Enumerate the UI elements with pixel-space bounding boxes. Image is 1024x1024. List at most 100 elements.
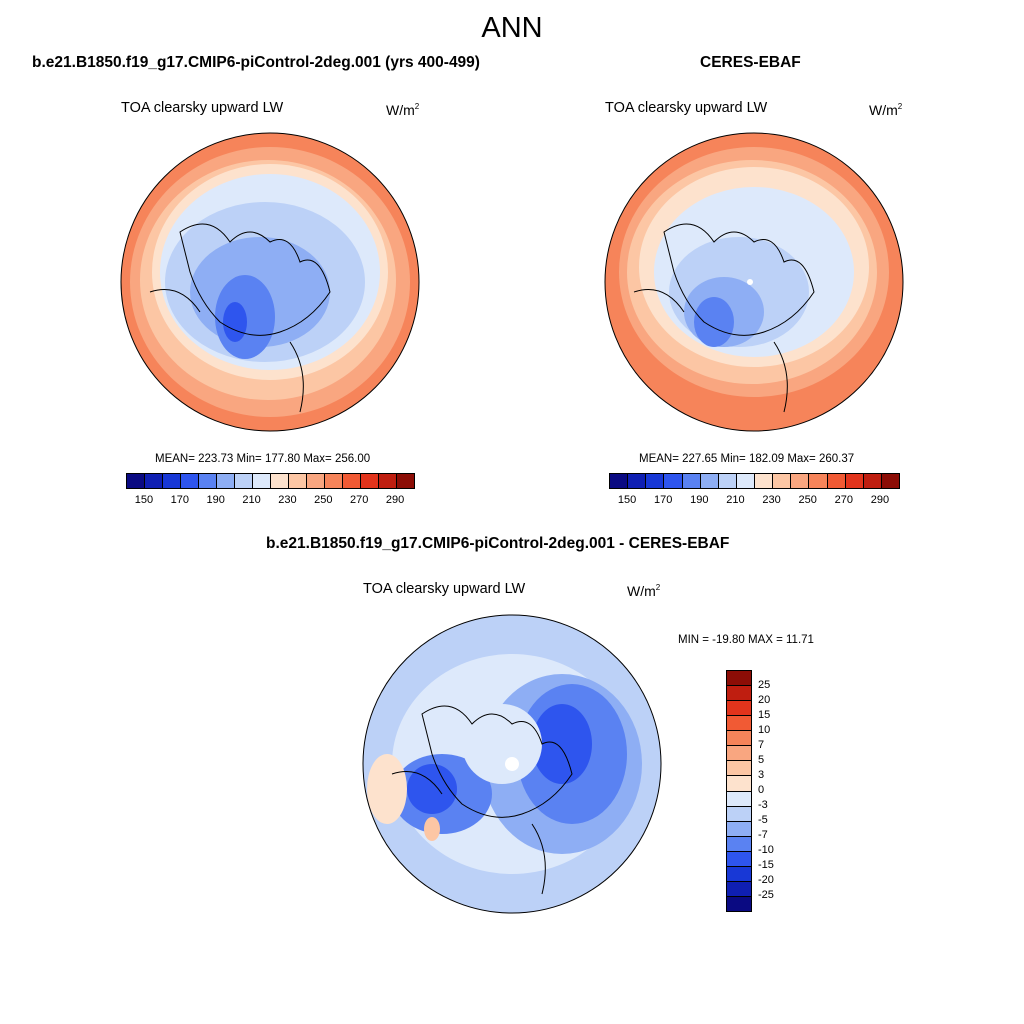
- colorbar-swatch: [727, 671, 751, 687]
- colorbar-tick-label: 250: [798, 494, 817, 506]
- diff-variable-label: TOA clearsky upward LW: [363, 581, 526, 597]
- colorbar-tick-label: 3: [758, 769, 765, 781]
- colorbar-swatch: [727, 836, 751, 852]
- coastline: [421, 705, 573, 818]
- colorbar-tick-label: 20: [758, 694, 771, 706]
- colorbar-tick-label: -10: [758, 844, 774, 856]
- colorbar-swatch: [163, 474, 181, 488]
- colorbar-tick-label: 10: [758, 724, 771, 736]
- colorbar-swatch: [610, 474, 629, 488]
- colorbar-swatch: [863, 474, 882, 488]
- right-units-label: W/m2: [869, 102, 903, 118]
- right-stats: MEAN= 227.65 Min= 182.09 Max= 260.37: [639, 453, 855, 465]
- colorbar-tick-label: -20: [758, 874, 774, 886]
- colorbar-swatch: [727, 866, 751, 882]
- colorbar-tick-label: 150: [134, 494, 154, 506]
- colorbar-swatch: [235, 474, 253, 488]
- colorbar-tick-label: -3: [758, 799, 768, 811]
- left-variable-label: TOA clearsky upward LW: [121, 100, 284, 116]
- colorbar-swatch: [727, 851, 751, 867]
- colorbar-tick-label: 230: [278, 494, 297, 506]
- map-pole: [505, 757, 519, 771]
- colorbar-tick-label: 150: [617, 494, 637, 506]
- right-colorbar-labels: 150 170 190 210 230 250 270 290: [609, 494, 898, 510]
- colorbar-swatch: [727, 776, 751, 792]
- colorbar-swatch: [397, 474, 414, 488]
- colorbar-swatch: [682, 474, 701, 488]
- colorbar-swatch: [827, 474, 846, 488]
- colorbar-tick-label: 290: [870, 494, 890, 506]
- colorbar-swatch: [727, 746, 751, 762]
- colorbar-tick-label: -5: [758, 814, 768, 826]
- colorbar-tick-label: 0: [758, 784, 765, 796]
- colorbar-swatch: [307, 474, 325, 488]
- colorbar-swatch: [628, 474, 647, 488]
- right-polar-map: [604, 132, 904, 432]
- colorbar-swatch: [727, 716, 751, 732]
- colorbar-tick-label: 15: [758, 709, 771, 721]
- colorbar-swatch: [727, 881, 751, 897]
- colorbar-tick-label: -15: [758, 859, 774, 871]
- diff-colorbar: [726, 670, 752, 912]
- right-panel-title: CERES-EBAF: [700, 54, 801, 71]
- colorbar-tick-label: 170: [654, 494, 673, 506]
- colorbar-tick-label: -7: [758, 829, 768, 841]
- colorbar-swatch: [289, 474, 307, 488]
- colorbar-tick-label: 190: [206, 494, 225, 506]
- coastline: [663, 223, 815, 336]
- colorbar-swatch: [727, 686, 751, 702]
- left-panel-title: b.e21.B1850.f19_g17.CMIP6-piControl-2deg…: [32, 54, 480, 71]
- coastline: [391, 771, 546, 895]
- colorbar-swatch: [755, 474, 774, 488]
- colorbar-tick-label: 290: [385, 494, 405, 506]
- colorbar-swatch: [145, 474, 163, 488]
- coastline: [633, 289, 788, 413]
- map-band: [694, 297, 734, 347]
- right-variable-label: TOA clearsky upward LW: [605, 100, 768, 116]
- map-band: [462, 704, 542, 784]
- diff-units-label: W/m2: [627, 583, 661, 599]
- colorbar-swatch: [727, 791, 751, 807]
- left-colorbar-labels: 150 170 190 210 230 250 270 290: [126, 494, 413, 510]
- map-band: [223, 302, 247, 342]
- left-polar-map: [120, 132, 420, 432]
- map-band: [532, 704, 592, 784]
- colorbar-swatch: [343, 474, 361, 488]
- colorbar-tick-label: 230: [762, 494, 781, 506]
- colorbar-swatch: [181, 474, 199, 488]
- coastline: [149, 289, 304, 413]
- colorbar-swatch: [727, 731, 751, 747]
- map-band: [367, 754, 407, 824]
- colorbar-tick-label: 210: [726, 494, 745, 506]
- colorbar-swatch: [727, 701, 751, 717]
- main-title: ANN: [481, 12, 543, 44]
- colorbar-swatch: [718, 474, 737, 488]
- colorbar-swatch: [727, 806, 751, 822]
- colorbar-swatch: [736, 474, 755, 488]
- coastline: [179, 223, 331, 336]
- colorbar-swatch: [809, 474, 828, 488]
- colorbar-tick-label: 190: [690, 494, 709, 506]
- left-stats: MEAN= 223.73 Min= 177.80 Max= 256.00: [155, 453, 371, 465]
- colorbar-tick-label: 5: [758, 754, 765, 766]
- diff-panel-title: b.e21.B1850.f19_g17.CMIP6-piControl-2deg…: [266, 535, 730, 552]
- colorbar-tick-label: 270: [834, 494, 853, 506]
- colorbar-swatch: [379, 474, 397, 488]
- colorbar-swatch: [700, 474, 719, 488]
- colorbar-tick-label: 25: [758, 679, 771, 691]
- colorbar-tick-label: 210: [242, 494, 261, 506]
- colorbar-swatch: [727, 761, 751, 777]
- colorbar-swatch: [127, 474, 145, 488]
- colorbar-swatch: [773, 474, 792, 488]
- left-colorbar: [126, 473, 415, 489]
- colorbar-swatch: [664, 474, 683, 488]
- colorbar-swatch: [217, 474, 235, 488]
- colorbar-tick-label: -25: [758, 889, 774, 901]
- map-band: [424, 817, 440, 841]
- colorbar-swatch: [881, 474, 899, 488]
- colorbar-swatch: [727, 896, 751, 911]
- colorbar-tick-label: 270: [350, 494, 369, 506]
- colorbar-swatch: [253, 474, 271, 488]
- colorbar-tick-label: 250: [314, 494, 333, 506]
- colorbar-tick-label: 170: [170, 494, 189, 506]
